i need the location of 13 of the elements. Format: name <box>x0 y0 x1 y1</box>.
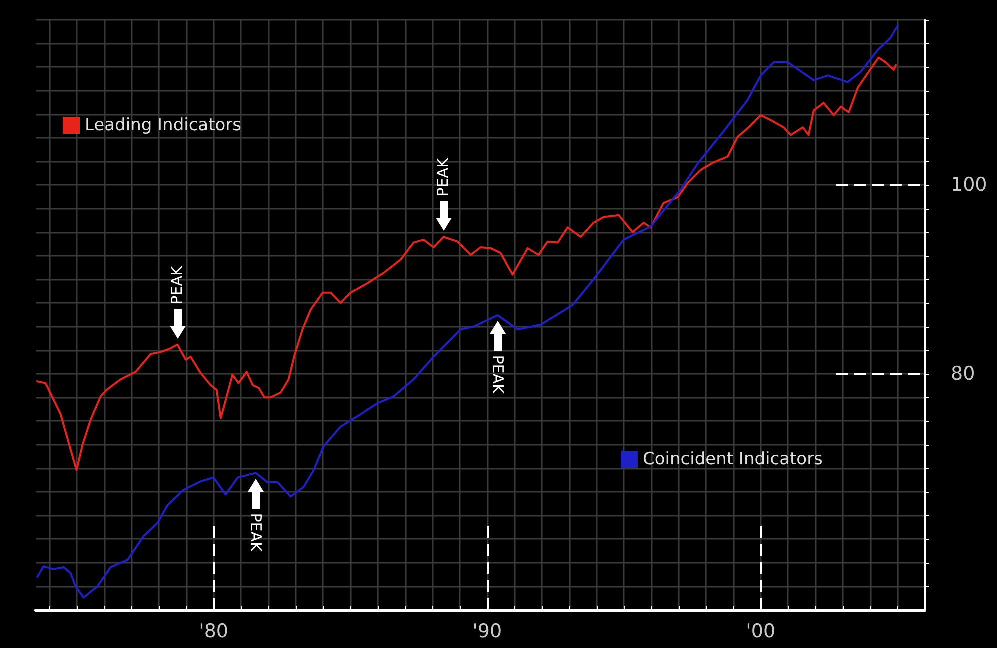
annotation: PEAK <box>168 266 186 305</box>
y-tick-label: 100 <box>951 174 988 196</box>
line-series <box>36 24 899 599</box>
y-tick-label: 80 <box>951 363 976 385</box>
x-tick-label: '80 <box>199 620 229 642</box>
annotation: PEAK <box>434 158 452 197</box>
legend-label: Leading Indicators <box>85 116 242 136</box>
annotation: PEAK <box>247 513 266 552</box>
line-series <box>36 56 898 472</box>
legend-label: Coincident Indicators <box>643 450 824 470</box>
x-tick-label: '00 <box>746 620 776 642</box>
annotation: PEAK <box>489 356 508 394</box>
x-tick-label: '90 <box>472 620 502 642</box>
